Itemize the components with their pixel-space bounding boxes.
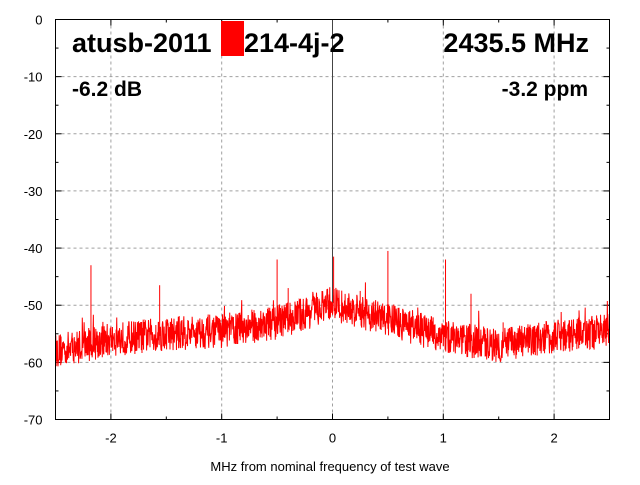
y-tick-label: -70 xyxy=(24,413,43,428)
x-tick-label: -2 xyxy=(105,431,117,446)
title-device-left: atusb-2011 xyxy=(72,28,212,58)
plot-border xyxy=(55,19,610,420)
y-tick-label: -20 xyxy=(24,127,43,142)
x-tick-label: -1 xyxy=(216,431,228,446)
x-tick-label: 0 xyxy=(329,431,336,446)
axis-ticks: 0-10-20-30-40-50-60-70-2 -1 0 1 2 xyxy=(24,13,610,446)
y-tick-label: -40 xyxy=(24,241,43,256)
y-tick-label: -10 xyxy=(24,70,43,85)
y-tick-label: -30 xyxy=(24,184,43,199)
x-tick-label: 2 xyxy=(550,431,557,446)
y-tick-label: -50 xyxy=(24,298,43,313)
redaction-box xyxy=(221,21,244,56)
y-tick-label: 0 xyxy=(35,13,42,28)
y-tick-label: -60 xyxy=(24,355,43,370)
frequency-label: 2435.5 MHz xyxy=(443,28,589,58)
title-device-right: 214-4j-2 xyxy=(244,28,345,58)
x-axis-label: MHz from nominal frequency of test wave xyxy=(210,459,449,474)
x-tick-label: 1 xyxy=(440,431,447,446)
ppm-label: -3.2 ppm xyxy=(502,78,588,101)
noise-trace xyxy=(55,282,610,367)
spectrum-series xyxy=(55,19,610,367)
level-label: -6.2 dB xyxy=(72,78,142,101)
